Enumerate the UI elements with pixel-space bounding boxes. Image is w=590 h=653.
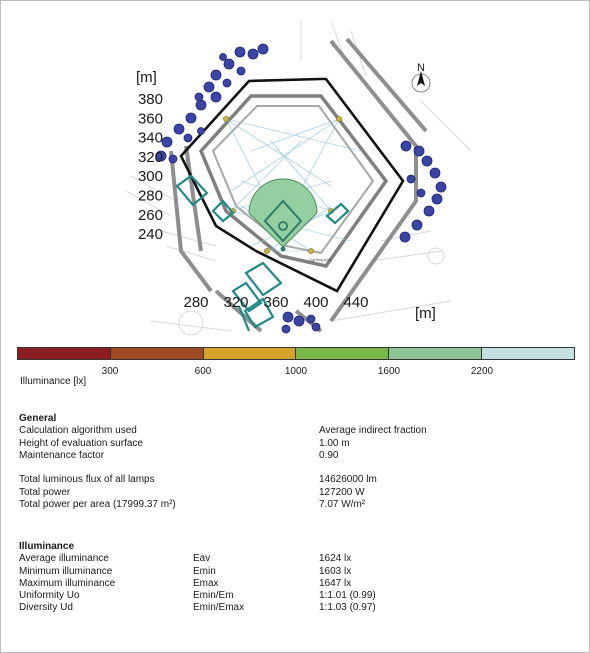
row-value: 127200 W: [319, 486, 365, 498]
north-label: N: [417, 62, 425, 74]
x-tick-label: 400: [303, 294, 328, 311]
general-heading: General: [19, 413, 57, 424]
row-label: Height of evaluation surface: [19, 437, 143, 449]
x-axis-unit: [m]: [415, 305, 436, 322]
y-tick-label: 360: [138, 110, 163, 127]
table-row: Diversity Ud Emin/Emax 1:1.03 (0.97): [19, 602, 376, 614]
stadium-boundary: [179, 77, 405, 293]
table-row: Maintenance factor 0.90: [19, 450, 338, 462]
infield-diamond: [263, 199, 303, 243]
color-swatch: [203, 348, 297, 359]
row-symbol: Emin/Em: [193, 590, 234, 602]
row-value: 1:1.01 (0.99): [319, 590, 376, 602]
color-scale-tick: 1000: [284, 366, 308, 377]
row-value: 0.90: [319, 449, 339, 461]
illuminance-heading: Illuminance: [19, 541, 75, 552]
row-symbol: Eav: [193, 553, 211, 565]
row-value: 1603 lx: [319, 565, 352, 577]
y-tick-label: 240: [138, 226, 163, 243]
row-label: Uniformity Uo: [19, 590, 80, 602]
pole-label: Lighting pole: [309, 257, 332, 262]
x-tick-label: 440: [343, 294, 368, 311]
y-tick-label: 380: [138, 91, 163, 108]
color-scale-title: Illuminance [lx]: [20, 376, 87, 387]
illuminance-color-scale: [17, 347, 575, 360]
row-symbol: Emin: [193, 565, 216, 577]
row-value: 1647 lx: [319, 577, 352, 589]
x-tick-label: 320: [223, 294, 248, 311]
general-power-rows: Total luminous flux of all lamps 14626000…: [19, 474, 377, 511]
y-tick-label: 300: [138, 168, 163, 185]
table-row: Total power per area (17999.37 m²) 7.07 W…: [19, 499, 365, 511]
stands-ring-outer: [198, 94, 389, 268]
lighting-poles: [223, 116, 342, 254]
row-symbol: Emin/Emax: [193, 602, 245, 614]
pitchers-mound: [278, 221, 288, 231]
table-row: Minimum illuminance Emin 1603 lx: [19, 566, 351, 578]
y-tick-label: 340: [138, 130, 163, 147]
x-tick-label: 280: [183, 294, 208, 311]
table-row: Total power 127200 W: [19, 487, 365, 499]
table-row: Maximum illuminance Emax 1647 lx: [19, 578, 351, 590]
row-label: Calculation algorithm used: [19, 425, 137, 437]
infield-fill: [248, 178, 318, 248]
x-axis-ticks: 280 320 360 400 440: [183, 294, 368, 311]
row-value: Average indirect fraction: [319, 425, 427, 437]
row-value: 14626000 lm: [319, 474, 377, 486]
row-label: Total luminous flux of all lamps: [19, 474, 155, 486]
row-value: 7.07 W/m²: [319, 499, 366, 511]
y-tick-label: 280: [138, 188, 163, 205]
color-swatch: [18, 348, 111, 359]
row-value: 1.00 m: [319, 437, 350, 449]
color-swatch: [296, 348, 390, 359]
illuminance-rows: Average illuminance Eav 1624 lx Minimum ill…: [19, 553, 376, 614]
row-label: Minimum illuminance: [19, 565, 113, 577]
row-value: 1624 lx: [319, 553, 352, 565]
row-label: Average illuminance: [19, 553, 109, 565]
general-section: General Calculation algorithm used Averag…: [19, 413, 427, 511]
table-row: Uniformity Uo Emin/Em 1:1.01 (0.99): [19, 590, 376, 602]
y-tick-label: 260: [138, 207, 163, 224]
row-label: Total power per area (17999.37 m²): [19, 499, 176, 511]
background-streets: [125, 20, 472, 336]
stands-ring-inner: [211, 105, 375, 255]
home-plate: [280, 246, 286, 252]
color-scale-tick: 600: [194, 366, 212, 377]
table-row: Height of evaluation surface 1.00 m: [19, 438, 350, 450]
trees: [155, 43, 447, 334]
color-swatch: [389, 348, 483, 359]
north-arrow-icon: N: [411, 62, 431, 93]
illuminance-section: Illuminance Average illuminance Eav 1624 l…: [19, 541, 376, 615]
color-scale-tick: 1600: [377, 366, 401, 377]
site-plan: Lighting pole: [125, 20, 472, 336]
y-axis-unit: [m]: [136, 69, 157, 86]
table-row: Average illuminance Eav 1624 lx: [19, 553, 351, 565]
row-label: Maximum illuminance: [19, 577, 116, 589]
table-row: Total luminous flux of all lamps 14626000…: [19, 474, 377, 486]
y-tick-label: 320: [138, 149, 163, 166]
row-symbol: Emax: [193, 577, 219, 589]
y-axis-ticks: 380 360 340 320 300 280 260 240: [138, 91, 163, 243]
row-label: Maintenance factor: [19, 449, 105, 461]
teal-buildings: [175, 174, 350, 332]
color-swatch: [110, 348, 204, 359]
color-scale-tick: 2200: [470, 366, 494, 377]
x-tick-label: 360: [263, 294, 288, 311]
color-swatch: [482, 348, 574, 359]
table-row: Calculation algorithm used Average indire…: [19, 425, 427, 437]
general-rows: Calculation algorithm used Average indire…: [19, 425, 427, 462]
row-value: 1:1.03 (0.97): [319, 602, 376, 614]
color-scale-tick: 300: [101, 366, 119, 377]
row-label: Diversity Ud: [19, 602, 73, 614]
row-label: Total power: [19, 486, 71, 498]
